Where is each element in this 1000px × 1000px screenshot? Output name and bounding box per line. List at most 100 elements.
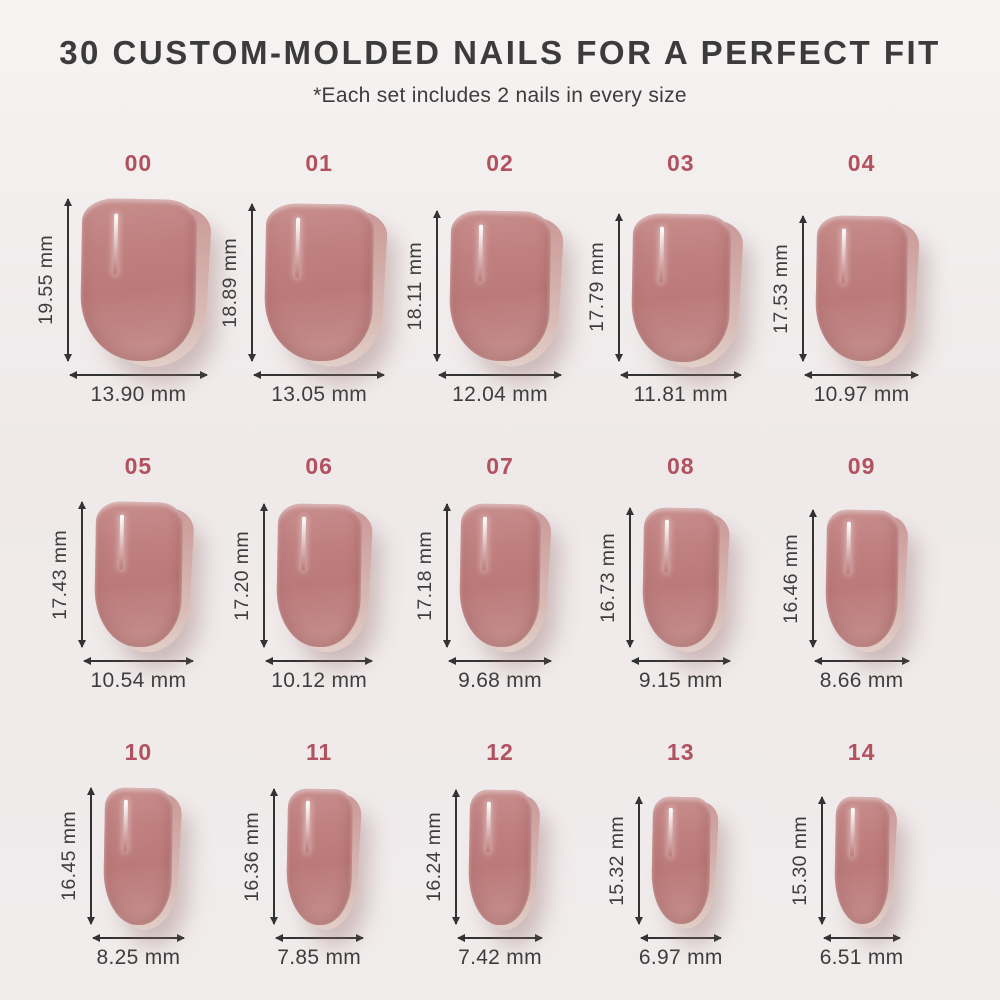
nail-size-cell: 13 15.32 mm 6.97 mm bbox=[590, 739, 771, 971]
height-value-label: 17.43 mm bbox=[48, 529, 71, 620]
height-dimension: 15.32 mm bbox=[605, 797, 640, 925]
nail-figure: 16.73 mm bbox=[597, 494, 731, 654]
height-value-label: 16.73 mm bbox=[596, 532, 619, 623]
height-dimension: 17.18 mm bbox=[414, 504, 448, 647]
height-dimension: 16.46 mm bbox=[780, 510, 814, 647]
size-row: 00 19.55 mm 13.90 mm 01 bbox=[35, 150, 952, 407]
width-value-label: 10.12 mm bbox=[271, 668, 368, 692]
nail-photo: 16.46 mm bbox=[780, 509, 909, 654]
size-number-label: 00 bbox=[124, 150, 153, 176]
gloss-highlight-icon bbox=[841, 228, 847, 284]
height-value-label: 16.36 mm bbox=[240, 811, 263, 902]
width-value-label: 9.68 mm bbox=[458, 668, 542, 692]
gloss-highlight-icon bbox=[668, 808, 673, 857]
vertical-dimension-arrow-icon bbox=[820, 797, 823, 925]
vertical-dimension-arrow-icon bbox=[455, 789, 458, 925]
horizontal-dimension-arrow-icon bbox=[69, 374, 208, 377]
nail-figure: 16.45 mm bbox=[58, 780, 184, 931]
gloss-highlight-icon bbox=[113, 213, 119, 275]
nail-size-cell: 02 18.11 mm 12.04 mm bbox=[404, 150, 591, 407]
page-subtitle: *Each set includes 2 nails in every size bbox=[313, 84, 687, 107]
height-value-label: 15.32 mm bbox=[605, 815, 628, 906]
horizontal-dimension-arrow-icon bbox=[805, 374, 919, 377]
vertical-dimension-arrow-icon bbox=[445, 504, 448, 647]
nail-photo: 18.11 mm bbox=[404, 210, 565, 369]
horizontal-dimension-arrow-icon bbox=[448, 659, 552, 662]
vertical-dimension-arrow-icon bbox=[272, 788, 275, 925]
nail-size-cell: 03 17.79 mm 11.81 mm bbox=[586, 150, 771, 407]
nail-figure: 18.11 mm bbox=[404, 191, 565, 369]
horizontal-dimension-arrow-icon bbox=[254, 374, 385, 377]
nail-figure: 19.55 mm bbox=[35, 191, 213, 370]
nail-photo: 15.32 mm bbox=[606, 796, 720, 931]
vertical-dimension-arrow-icon bbox=[66, 199, 69, 362]
vertical-dimension-arrow-icon bbox=[80, 502, 83, 647]
gloss-highlight-icon bbox=[486, 801, 492, 853]
horizontal-dimension-arrow-icon bbox=[458, 937, 542, 940]
height-dimension: 16.24 mm bbox=[423, 789, 458, 925]
size-number-label: 11 bbox=[306, 738, 333, 765]
vertical-dimension-arrow-icon bbox=[802, 215, 805, 362]
size-row: 05 17.43 mm 10.54 mm 06 bbox=[48, 453, 952, 693]
nail-photo: 17.20 mm bbox=[231, 503, 374, 654]
vertical-dimension-arrow-icon bbox=[436, 210, 439, 362]
press-on-nail bbox=[285, 788, 353, 925]
nail-photo: 16.36 mm bbox=[241, 788, 363, 931]
size-number-label: 13 bbox=[666, 738, 695, 765]
height-dimension: 18.89 mm bbox=[219, 204, 254, 362]
press-on-nail bbox=[824, 509, 899, 648]
gloss-highlight-icon bbox=[849, 808, 855, 857]
width-value-label: 8.66 mm bbox=[819, 668, 904, 692]
press-on-nail bbox=[275, 503, 363, 648]
nail-figure: 16.46 mm bbox=[780, 494, 909, 654]
press-on-nail bbox=[833, 796, 890, 925]
height-dimension: 19.55 mm bbox=[35, 199, 69, 362]
nail-size-cell: 14 15.30 mm 6.51 mm bbox=[771, 739, 952, 971]
vertical-dimension-arrow-icon bbox=[628, 508, 631, 647]
height-value-label: 18.89 mm bbox=[219, 237, 242, 328]
horizontal-dimension-arrow-icon bbox=[275, 937, 363, 940]
width-value-label: 12.04 mm bbox=[452, 383, 548, 407]
horizontal-dimension-arrow-icon bbox=[439, 374, 561, 377]
horizontal-dimension-arrow-icon bbox=[620, 374, 741, 377]
height-value-label: 16.45 mm bbox=[58, 811, 81, 902]
vertical-dimension-arrow-icon bbox=[637, 797, 640, 925]
page-title: 30 CUSTOM-MOLDED NAILS FOR A PERFECT FIT bbox=[59, 34, 941, 71]
horizontal-dimension-arrow-icon bbox=[814, 659, 909, 662]
size-number-label: 07 bbox=[486, 453, 514, 480]
height-value-label: 17.20 mm bbox=[231, 530, 254, 621]
nail-size-cell: 04 17.53 mm 10.97 mm bbox=[770, 150, 952, 407]
nail-photo: 16.24 mm bbox=[423, 789, 541, 931]
width-value-label: 6.51 mm bbox=[819, 946, 904, 970]
gloss-highlight-icon bbox=[845, 522, 851, 575]
size-number-label: 05 bbox=[124, 453, 153, 480]
height-value-label: 18.11 mm bbox=[404, 241, 427, 331]
nail-photo: 19.55 mm bbox=[35, 198, 213, 370]
nail-size-cell: 12 16.24 mm 7.42 mm bbox=[410, 739, 591, 971]
horizontal-dimension-arrow-icon bbox=[823, 937, 900, 940]
height-value-label: 15.30 mm bbox=[788, 815, 811, 906]
nail-figure: 18.89 mm bbox=[219, 191, 389, 370]
vertical-dimension-arrow-icon bbox=[617, 213, 620, 362]
gloss-highlight-icon bbox=[123, 799, 129, 852]
size-number-label: 09 bbox=[847, 453, 876, 480]
height-dimension: 16.36 mm bbox=[240, 788, 275, 925]
height-dimension: 17.79 mm bbox=[586, 213, 620, 362]
vertical-dimension-arrow-icon bbox=[251, 204, 254, 362]
vertical-dimension-arrow-icon bbox=[811, 510, 814, 647]
horizontal-dimension-arrow-icon bbox=[83, 659, 194, 662]
height-value-label: 17.18 mm bbox=[413, 530, 436, 621]
vertical-dimension-arrow-icon bbox=[263, 504, 266, 647]
press-on-nail bbox=[650, 796, 711, 925]
press-on-nail bbox=[468, 789, 532, 925]
press-on-nail bbox=[93, 501, 184, 648]
nail-photo: 17.53 mm bbox=[770, 214, 921, 369]
width-value-label: 11.81 mm bbox=[633, 383, 728, 407]
nail-photo: 15.30 mm bbox=[789, 796, 898, 931]
width-value-label: 10.97 mm bbox=[813, 383, 910, 407]
nail-size-grid: 00 19.55 mm 13.90 mm 01 bbox=[35, 150, 952, 971]
height-dimension: 16.73 mm bbox=[597, 508, 631, 647]
gloss-highlight-icon bbox=[659, 226, 665, 283]
nail-size-cell: 09 16.46 mm 8.66 mm bbox=[771, 453, 952, 693]
